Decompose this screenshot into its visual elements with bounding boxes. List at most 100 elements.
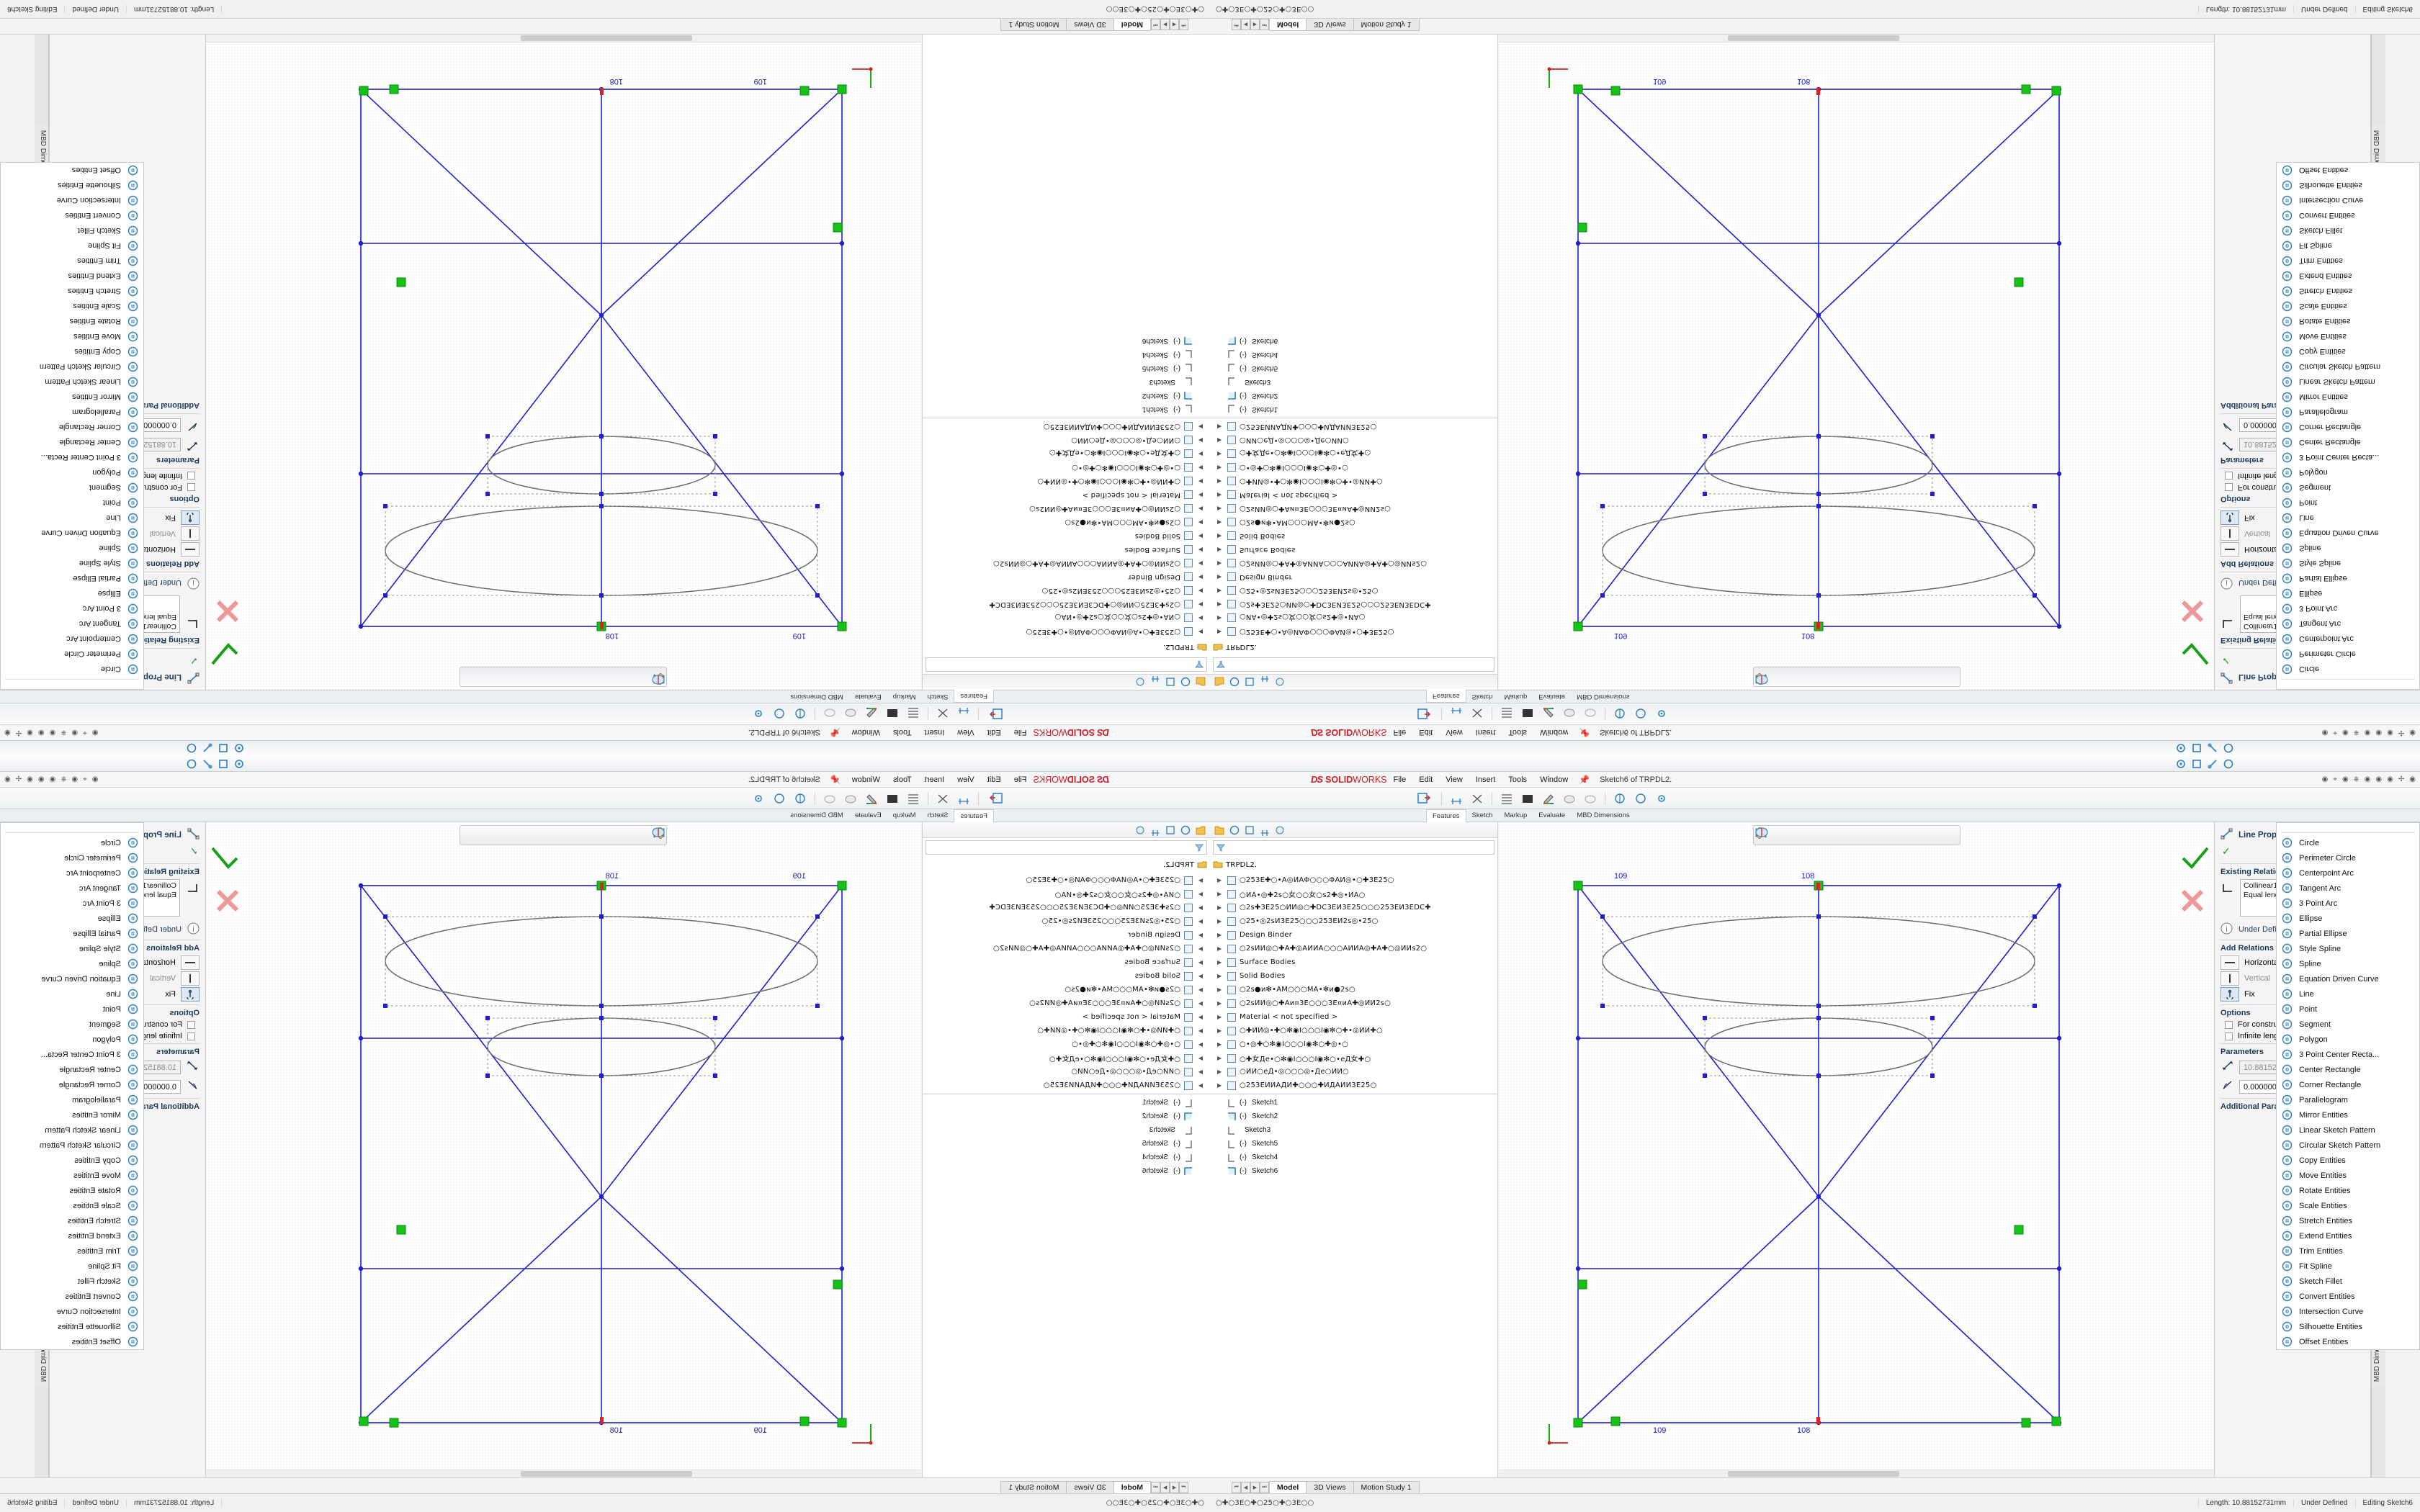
sketch-tool-stretch-entities[interactable]: Stretch Entities [2277,284,2419,299]
ribbon-shaded-icon[interactable] [883,790,902,807]
expand-arrow-icon[interactable]: ▶ [1217,588,1222,594]
next-tab-button[interactable]: ▶ [1250,1482,1260,1493]
sketch-tool-move-entities[interactable]: Move Entities [1,329,143,344]
tab-motion-study[interactable]: Motion Study 1 [1353,1481,1420,1493]
configuration-manager-tab-icon[interactable] [1165,824,1176,836]
feature-tree-filter[interactable] [1213,657,1494,672]
cm-icon[interactable] [218,758,229,770]
sketch-tool-stretch-entities[interactable]: Stretch Entities [2277,1213,2419,1228]
ribbon-exit-sketch-icon[interactable] [984,790,1008,807]
feature-tree-item[interactable]: ▶ Design Binder [1210,928,1497,942]
checkbox[interactable] [2225,1020,2233,1029]
sketch-tool-linear-sketch-pattern[interactable]: Linear Sketch Pattern [2277,1122,2419,1138]
checkbox[interactable] [187,483,195,492]
sketch-tool-tangent-arc[interactable]: Tangent Arc [1,881,143,896]
last-tab-button[interactable]: ⏭ [1260,19,1269,30]
sketch-tool-3-point-arc[interactable]: 3 Point Arc [2277,896,2419,911]
menu-view[interactable]: View [957,728,974,737]
ribbon-tab-evaluate[interactable]: Evaluate [854,693,882,701]
zoom-area-icon[interactable] [1755,827,1796,843]
feature-tree-item[interactable]: ▶ ○ИИ○еД•◎○○○◎•Де○ИИ○ [1210,433,1497,447]
ribbon-tab-markup[interactable]: Markup [892,693,916,701]
feature-tree-item[interactable]: ▶ ○✚ИИ◎•✚○✻◉I○○○I◉✻○✚•◎ИИ✚○ [1210,1024,1497,1038]
display-style-icon[interactable] [585,827,665,843]
feature-tree-item[interactable]: ▶ Solid Bodies [1210,529,1497,543]
zoom-area-icon[interactable]: ⌖ [83,729,87,737]
feature-tree-sketch-item[interactable]: (-) Sketch4 [923,348,1210,361]
zoom-area-icon[interactable] [625,827,665,843]
display-manager-tab-icon[interactable] [1274,824,1286,836]
expand-arrow-icon[interactable]: ▶ [1217,478,1222,485]
relation-horizontal[interactable]: Horizontal [55,542,200,557]
display-style-icon[interactable] [1755,669,1836,685]
sketch-tool-mirror-entities[interactable]: Mirror Entities [2277,390,2419,405]
ribbon-trim-icon[interactable] [933,706,952,723]
ribbon-scene-icon[interactable] [841,790,860,807]
sketch-tool-perimeter-circle[interactable]: Perimeter Circle [2277,647,2419,662]
checkbox[interactable] [187,472,195,480]
feature-tree-item[interactable]: ▶ ○2sИИ◎○✚Аи¤3E○○○3E¤иА✚◎ИИ2s○ [923,996,1210,1010]
expand-arrow-icon[interactable]: ▶ [1198,904,1203,911]
sketch-tool-parallelogram[interactable]: Parallelogram [1,405,143,420]
tab-nav-buttons[interactable]: ⏮ ◀ ▶ ⏭ [1151,19,1188,30]
view-orientation-icon[interactable] [544,669,664,685]
ribbon-appearance-icon[interactable] [1539,790,1558,807]
sketch-tool-tangent-arc[interactable]: Tangent Arc [2277,616,2419,631]
sketch-tool-trim-entities[interactable]: Trim Entities [2277,253,2419,269]
cm-icon[interactable] [2191,758,2202,770]
expand-arrow-icon[interactable]: ▶ [1217,904,1222,911]
feature-tree-tab-icon[interactable] [1195,677,1206,688]
ribbon-shaded-icon[interactable] [883,706,902,723]
expand-arrow-icon[interactable]: ▶ [1217,560,1222,567]
ribbon-smart-dimension-icon[interactable] [954,790,973,807]
expand-arrow-icon[interactable]: ▶ [1198,615,1203,621]
zoom-area-icon[interactable]: ⌖ [2333,775,2337,783]
tab-3d-views[interactable]: 3D Views [1306,19,1354,31]
menu-tools[interactable]: Tools [892,728,912,737]
appearance-icon[interactable] [504,669,665,685]
feature-tree-sketch-item[interactable]: (-) Sketch6 [923,1164,1210,1178]
sketch-tool-convert-entities[interactable]: Convert Entities [1,1289,143,1304]
feature-tree-item[interactable]: ▶ ○✚ИИ◎•✚○✻◉I○○○I◉✻○✚•◎ИИ✚○ [923,474,1210,488]
ribbon-render-icon[interactable] [791,790,810,807]
feature-tree-sketch-item[interactable]: (-) Sketch2 [923,1110,1210,1123]
feature-tree-item[interactable]: ▶ Surface Bodies [1210,543,1497,557]
feature-tree-item[interactable]: ▶ ○2s✚3E25○ИИ◎○✚DC3EИ3E25○○○253EИ3EDC✚ [1210,598,1497,611]
expand-arrow-icon[interactable]: ▶ [1198,546,1203,553]
display-style-icon[interactable]: ◉ [37,729,45,737]
sketch-tool-partial-ellipse[interactable]: Partial Ellipse [1,571,143,586]
menu-tools[interactable]: Tools [892,775,912,784]
tab-nav-buttons[interactable]: ⏮ ◀ ▶ ⏭ [1232,19,1269,30]
expand-arrow-icon[interactable]: ▶ [1217,533,1222,539]
display-manager-tab-icon[interactable] [1274,677,1286,688]
feature-tree-sketch-item[interactable]: (-) Sketch2 [1210,389,1497,402]
menu-view[interactable]: View [957,775,974,784]
zoom-area-icon[interactable] [625,669,665,685]
next-tab-button[interactable]: ▶ [1160,19,1170,30]
appearance-icon[interactable] [1755,827,1917,843]
sketch-tool-centerpoint-arc[interactable]: Centerpoint Arc [1,631,143,647]
feature-tree-sketch-item[interactable]: (-) Sketch5 [923,361,1210,375]
sketch-tool-line[interactable]: Line [2277,510,2419,526]
expand-arrow-icon[interactable]: ▶ [1198,945,1203,952]
sketch-tool-convert-entities[interactable]: Convert Entities [1,208,143,223]
feature-tree-sketch-item[interactable]: (-) Sketch1 [1210,402,1497,416]
feature-tree-item[interactable]: ▶ ○ИА•◎✚2s○女○○女○s2✚◎•ИА○ [923,887,1210,901]
tab-model[interactable]: Model [1269,19,1307,31]
sketch-tool-fit-spline[interactable]: Fit Spline [1,1259,143,1274]
ribbon-camera-icon[interactable] [820,706,839,723]
feature-tree-item[interactable]: ▶ Solid Bodies [1210,969,1497,983]
menu-window[interactable]: Window [851,728,880,737]
first-tab-button[interactable]: ⏮ [1232,1482,1241,1493]
ribbon-smart-dimension-icon[interactable] [1447,790,1466,807]
expand-arrow-icon[interactable]: ▶ [1198,533,1203,539]
sketch-tool-center-rectangle[interactable]: Center Rectangle [2277,1062,2419,1077]
last-tab-button[interactable]: ⏭ [1151,19,1160,30]
configuration-manager-tab-icon[interactable] [1244,677,1255,688]
feature-tree-filter[interactable] [926,840,1207,855]
sketch-tool-scale-entities[interactable]: Scale Entities [2277,1198,2419,1213]
rotate-view-icon[interactable] [1755,669,1816,685]
sketch-tool-center-rectangle[interactable]: Center Rectangle [2277,435,2419,450]
feature-tree-item[interactable]: ▶ Surface Bodies [923,955,1210,969]
sketch-tool-trim-entities[interactable]: Trim Entities [1,253,143,269]
